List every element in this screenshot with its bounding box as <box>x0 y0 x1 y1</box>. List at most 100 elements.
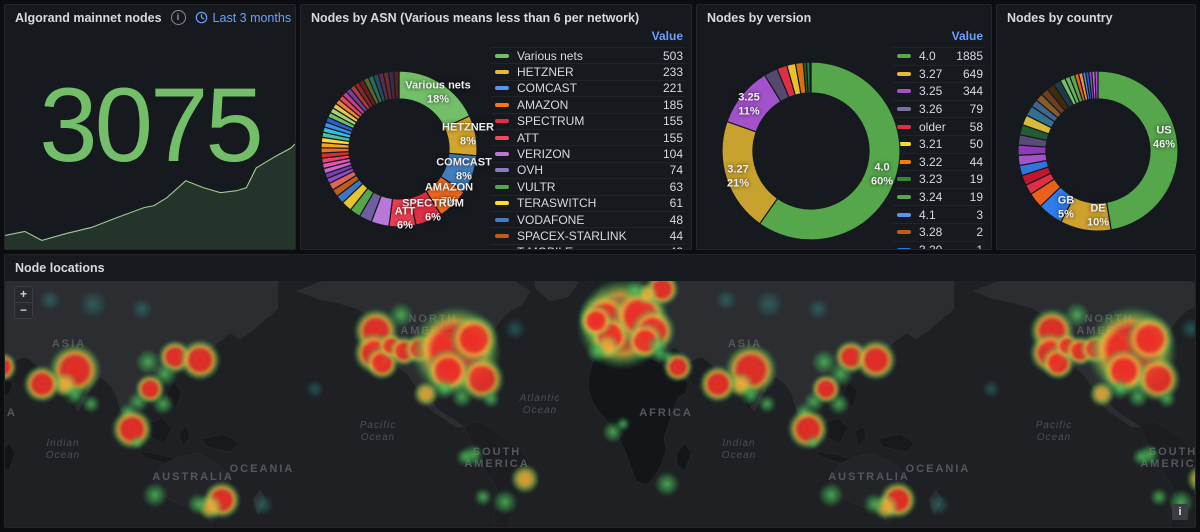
series-name: 3.25 <box>919 84 943 99</box>
series-name: 3.21 <box>919 137 943 152</box>
time-range-picker[interactable]: Last 3 months <box>195 10 292 25</box>
table-row[interactable]: 3.28 2 <box>893 222 985 241</box>
series-name: VODAFONE <box>517 212 585 227</box>
donut-label: COMCAST 8% <box>436 156 492 182</box>
table-row[interactable]: 3.22 44 <box>893 152 985 171</box>
svg-text:OCEANIA: OCEANIA <box>230 463 295 475</box>
version-donut-chart[interactable] <box>697 5 993 251</box>
country-donut-chart[interactable] <box>997 5 1197 251</box>
svg-text:AFRICA: AFRICA <box>639 407 693 419</box>
series-name: 3.20 <box>919 243 976 249</box>
table-row[interactable]: VODAFONE 48 <box>491 210 685 227</box>
table-row[interactable]: 3.20 1 <box>893 240 985 249</box>
series-color-swatch <box>897 212 911 217</box>
table-row[interactable]: 4.1 3 <box>893 205 985 223</box>
series-name: VERIZON <box>517 147 571 162</box>
table-row[interactable]: 3.27 649 <box>893 64 985 83</box>
series-value: 3 <box>976 207 983 222</box>
panel-summary: Algorand mainnet nodes i Last 3 months 3… <box>4 4 296 250</box>
table-row[interactable]: AMAZON 185 <box>491 96 685 112</box>
map-viewport: NORTHAMERICASOUTHAMERICAEUROPEAFRICAASIA… <box>5 281 1195 527</box>
time-range-label: Last 3 months <box>212 10 292 25</box>
series-color-swatch <box>495 119 509 124</box>
series-color-swatch <box>897 247 911 249</box>
series-name: HETZNER <box>517 65 574 80</box>
series-value: 1885 <box>956 49 983 64</box>
table-row[interactable]: ATT 155 <box>491 128 685 145</box>
series-color-swatch <box>495 168 509 173</box>
series-name: ATT <box>517 130 539 145</box>
table-row[interactable]: TERASWITCH 61 <box>491 194 685 211</box>
series-color-swatch <box>495 201 509 206</box>
series-name: 3.27 <box>919 66 943 81</box>
table-row[interactable]: 3.23 19 <box>893 170 985 188</box>
value-column-header[interactable]: Value <box>651 29 683 43</box>
table-row[interactable]: VERIZON 104 <box>491 145 685 161</box>
series-color-swatch <box>897 124 911 129</box>
world-map[interactable]: NORTHAMERICASOUTHAMERICAEUROPEAFRICAASIA… <box>5 281 1195 527</box>
panel-country: Nodes by country US 46% DE 10% GB 5% <box>996 4 1196 250</box>
series-value: 155 <box>662 114 683 129</box>
table-row[interactable]: HETZNER 233 <box>491 63 685 79</box>
map-zoom-control: + − <box>14 286 33 319</box>
panel-asn: Nodes by ASN (Various means less than 6 … <box>300 4 692 250</box>
table-row[interactable]: 3.21 50 <box>893 134 985 153</box>
series-name: 3.26 <box>919 102 943 117</box>
donut-label: AMAZON 7% <box>424 181 474 207</box>
table-row[interactable]: OVH 74 <box>491 161 685 178</box>
series-name: older <box>919 119 946 134</box>
series-color-swatch <box>495 152 509 157</box>
series-value: 233 <box>662 65 683 80</box>
table-row[interactable]: T-MOBILE 43 <box>491 243 685 249</box>
series-color-swatch <box>897 142 911 147</box>
table-row[interactable]: older 58 <box>893 117 985 135</box>
series-value: 44 <box>669 228 683 243</box>
panel-title: Nodes by country <box>1007 11 1113 25</box>
panel-title: Node locations <box>15 261 105 275</box>
value-column-header[interactable]: Value <box>951 29 983 43</box>
svg-text:AUSTRALIA: AUSTRALIA <box>152 471 234 483</box>
series-name: T-MOBILE <box>517 245 670 249</box>
series-name: OVH <box>517 163 544 178</box>
map-attribution-button[interactable]: i <box>1172 504 1188 520</box>
donut-label: SPECTRUM 6% <box>402 197 464 223</box>
asn-table: Value Various nets 503 HETZNER 233 COMCA… <box>491 27 685 249</box>
series-name: 4.0 <box>919 49 936 64</box>
zoom-in-button[interactable]: + <box>15 287 32 302</box>
donut-label: HETZNER 8% <box>442 121 494 147</box>
series-name: 3.24 <box>919 190 943 205</box>
series-value: 503 <box>662 48 683 63</box>
table-row[interactable]: 3.25 344 <box>893 82 985 100</box>
series-name: SPACEX-STARLINK <box>517 228 627 243</box>
donut-label: ATT 6% <box>394 205 416 231</box>
zoom-out-button[interactable]: − <box>15 302 32 318</box>
version-table: Value 4.0 1885 3.27 649 3.25 344 3.26 <box>893 27 985 249</box>
series-name: VULTR <box>517 179 556 194</box>
series-name: COMCAST <box>517 81 577 96</box>
table-row[interactable]: 4.0 1885 <box>893 47 985 65</box>
asn-donut-chart[interactable] <box>301 5 693 251</box>
series-color-swatch <box>495 53 509 58</box>
table-row[interactable]: Various nets 503 <box>491 47 685 63</box>
series-name: 3.22 <box>919 154 943 169</box>
table-row[interactable]: SPECTRUM 155 <box>491 112 685 129</box>
series-color-swatch <box>897 230 911 235</box>
table-row[interactable]: SPACEX-STARLINK 44 <box>491 227 685 243</box>
series-color-swatch <box>897 159 911 164</box>
series-value: 79 <box>969 102 983 117</box>
series-name: 4.1 <box>919 207 936 222</box>
series-value: 185 <box>662 97 683 112</box>
series-value: 63 <box>669 179 683 194</box>
donut-label: GB 5% <box>1057 194 1075 220</box>
donut-label: 4.0 60% <box>870 161 894 187</box>
panel-title: Algorand mainnet nodes <box>15 10 162 25</box>
series-value: 155 <box>662 130 683 145</box>
table-row[interactable]: COMCAST 221 <box>491 79 685 96</box>
info-icon[interactable]: i <box>170 10 186 25</box>
table-row[interactable]: 3.24 19 <box>893 187 985 206</box>
series-name: SPECTRUM <box>517 114 585 129</box>
table-row[interactable]: 3.26 79 <box>893 99 985 118</box>
table-row[interactable]: VULTR 63 <box>491 178 685 194</box>
